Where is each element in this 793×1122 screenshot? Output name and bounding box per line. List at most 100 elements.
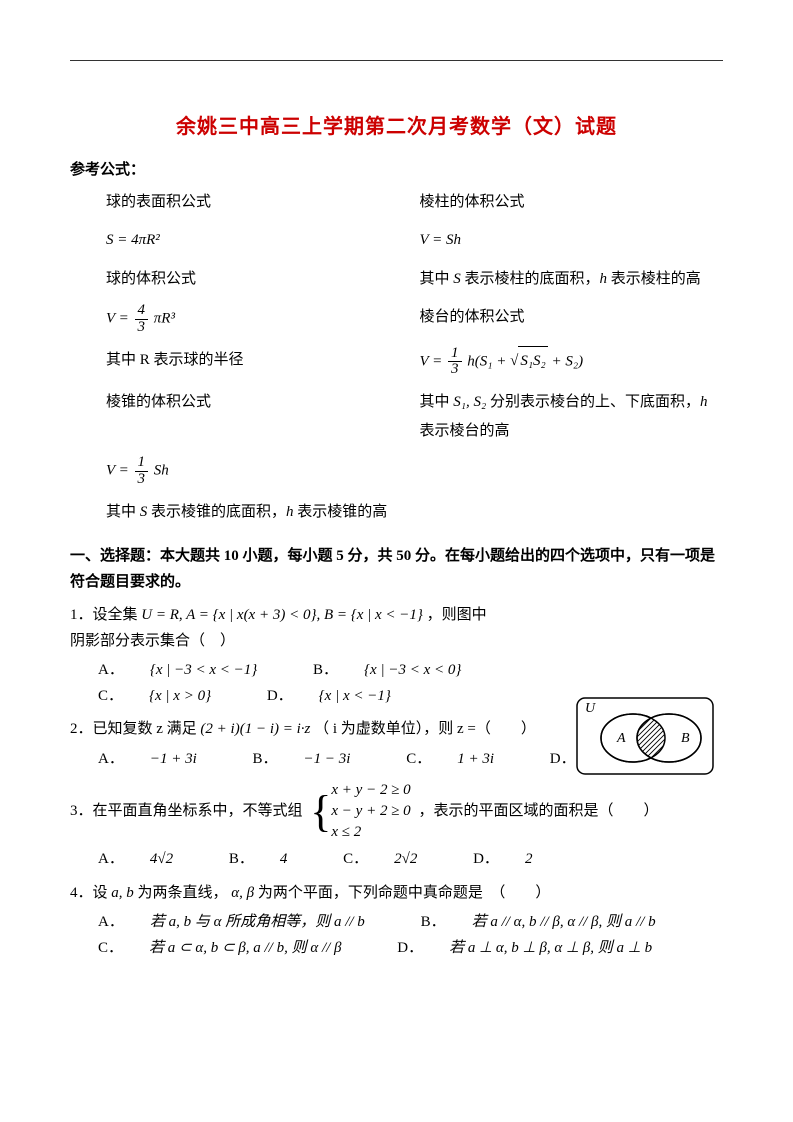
den: 3: [135, 472, 149, 488]
q3-options: A．4√2 B．4 C．2√2 D．2: [98, 847, 723, 873]
opt-pre: C．: [98, 684, 123, 710]
q4-B: 若 a // α, b // β, α // β, 则 a // b: [472, 910, 656, 936]
q3-stem-a: 3．在平面直角坐标系中，不等式组: [70, 803, 306, 819]
q1-math: U = R, A = {x | x(x + 3) < 0}, B = {x | …: [141, 607, 423, 623]
S12-var: S₁, S₂: [453, 394, 486, 410]
opt-pre: D．: [550, 747, 576, 773]
q4-options: A． 若 a, b 与 α 所成角相等，则 a // b B． 若 a // α, …: [98, 910, 723, 961]
question-4: 4．设 a, b 为两条直线， α, β 为两个平面，下列命题中真命题是 （ ）…: [70, 881, 723, 962]
den: 3: [135, 320, 149, 336]
q1-stem-c: 阴影部分表示集合（ ）: [70, 633, 235, 649]
sphere-area-formula: S = 4πR²: [106, 226, 410, 255]
q2-A: −1 + 3i: [150, 747, 197, 773]
q3-C: 2√2: [394, 847, 417, 873]
sys1: x + y − 2 ≥ 0: [331, 780, 410, 801]
q4-C: 若 a ⊂ α, b ⊂ β, a // b, 则 α // β: [149, 936, 342, 962]
t: 表示棱锥的底面积，: [147, 504, 286, 520]
q4-alphabeta: α, β: [231, 885, 254, 901]
num: 1: [135, 455, 149, 472]
cone-vol-formula: V = 13 Sh: [106, 455, 410, 488]
top-rule: [70, 60, 723, 61]
h-var: h: [600, 271, 608, 287]
opt-pre: A．: [98, 658, 124, 684]
q3-A: 4√2: [150, 847, 173, 873]
opt-pre: A．: [98, 747, 124, 773]
q4-stem-a: 4．设: [70, 885, 111, 901]
h-var: h: [286, 504, 294, 520]
q1-stem-a: 1．设全集: [70, 607, 141, 623]
sphere-vol-formula: V = 43 πR³: [106, 303, 410, 336]
q3-stem-b: ，表示的平面区域的面积是（ ）: [418, 803, 658, 819]
sphere-radius-note: 其中 R 表示球的半径: [106, 346, 410, 379]
opt-pre: C．: [98, 936, 123, 962]
frustum-vol-label: 棱台的体积公式: [420, 303, 724, 336]
q1-stem-b: ，则图中: [427, 607, 487, 623]
t: 其中: [106, 504, 140, 520]
opt-pre: B．: [229, 847, 254, 873]
t: 表示棱柱的底面积，: [461, 271, 600, 287]
opt-pre: D．: [397, 936, 423, 962]
opt-pre: C．: [406, 747, 431, 773]
t: 表示棱柱的高: [607, 271, 701, 287]
tail: Sh: [154, 463, 169, 479]
q3-B: 4: [280, 847, 288, 873]
cone-note: 其中 S 表示棱锥的底面积，h 表示棱锥的高: [106, 498, 723, 527]
tail: πR³: [154, 311, 175, 327]
reference-label: 参考公式：: [70, 158, 723, 184]
sys3: x ≤ 2: [331, 822, 410, 843]
section-1-heading: 一、选择题：本大题共 10 小题，每小题 5 分，共 50 分。在每小题给出的四…: [70, 544, 723, 595]
q3-D: 2: [525, 847, 533, 873]
S-var: S: [453, 271, 461, 287]
num: 1: [448, 346, 462, 363]
q4-stem-c: 为两个平面，下列命题中真命题是 （ ）: [258, 885, 551, 901]
opt-pre: C．: [343, 847, 368, 873]
opt-pre: B．: [421, 910, 446, 936]
t: 表示棱台的高: [420, 423, 510, 439]
q2-C: 1 + 3i: [457, 747, 494, 773]
opt-pre: D．: [267, 684, 293, 710]
q2-B: −1 − 3i: [304, 747, 351, 773]
prism-vol-formula: V = Sh: [420, 226, 724, 255]
q4-D: 若 a ⊥ α, b ⊥ β, α ⊥ β, 则 a ⊥ b: [449, 936, 652, 962]
formula-grid: 球的表面积公式 棱柱的体积公式 S = 4πR² V = Sh 球的体积公式 其…: [106, 188, 723, 527]
s2: + S₂): [548, 353, 583, 369]
opt-pre: A．: [98, 910, 124, 936]
t: 其中: [420, 394, 454, 410]
U-label: U: [585, 701, 596, 716]
cone-vol-label: 棱锥的体积公式: [106, 388, 410, 445]
q1-A: {x | −3 < x < −1}: [150, 658, 257, 684]
exam-title: 余姚三中高三上学期第二次月考数学（文）试题: [70, 110, 723, 144]
A-label: A: [616, 731, 626, 746]
q4-A: 若 a, b 与 α 所成角相等，则 a // b: [150, 910, 365, 936]
q2-stem-b: （ i 为虚数单位），则 z =（ ）: [314, 721, 536, 737]
q4-ab: a, b: [111, 885, 134, 901]
t: 分别表示棱台的上、下底面积，: [486, 394, 700, 410]
q1-D: {x | x < −1}: [319, 684, 391, 710]
t: 其中: [420, 271, 454, 287]
opt-pre: B．: [313, 658, 338, 684]
q2-stem-a: 2．已知复数 z 满足: [70, 721, 200, 737]
q2-math: (2 + i)(1 − i) = i·z: [200, 721, 310, 737]
brace-icon: {: [310, 780, 331, 843]
sphere-area-label: 球的表面积公式: [106, 188, 410, 217]
q1-C: {x | x > 0}: [149, 684, 211, 710]
opt-pre: A．: [98, 847, 124, 873]
page: 余姚三中高三上学期第二次月考数学（文）试题 参考公式： 球的表面积公式 棱柱的体…: [0, 0, 793, 1122]
frustum-vol-formula: V = 13 h(S₁ + S₁S₂ + S₂): [420, 346, 724, 379]
blank: [420, 455, 724, 488]
prism-note: 其中 S 表示棱柱的底面积，h 表示棱柱的高: [420, 265, 724, 294]
s1: S₁ +: [480, 353, 510, 369]
inequality-system: { x + y − 2 ≥ 0 x − y + 2 ≥ 0 x ≤ 2: [310, 780, 410, 843]
num: 4: [135, 303, 149, 320]
B-label: B: [681, 731, 690, 746]
q4-stem-b: 为两条直线，: [138, 885, 228, 901]
prism-vol-label: 棱柱的体积公式: [420, 188, 724, 217]
sqrt-icon: S₁S₂: [510, 346, 548, 376]
rad: S₁S₂: [518, 346, 547, 376]
h: h(: [467, 353, 480, 369]
h-var: h: [700, 394, 708, 410]
question-3: 3．在平面直角坐标系中，不等式组 { x + y − 2 ≥ 0 x − y +…: [70, 780, 723, 873]
frustum-note: 其中 S₁, S₂ 分别表示棱台的上、下底面积，h 表示棱台的高: [420, 388, 724, 445]
venn-diagram: U A B: [575, 694, 715, 778]
q1-B: {x | −3 < x < 0}: [364, 658, 461, 684]
